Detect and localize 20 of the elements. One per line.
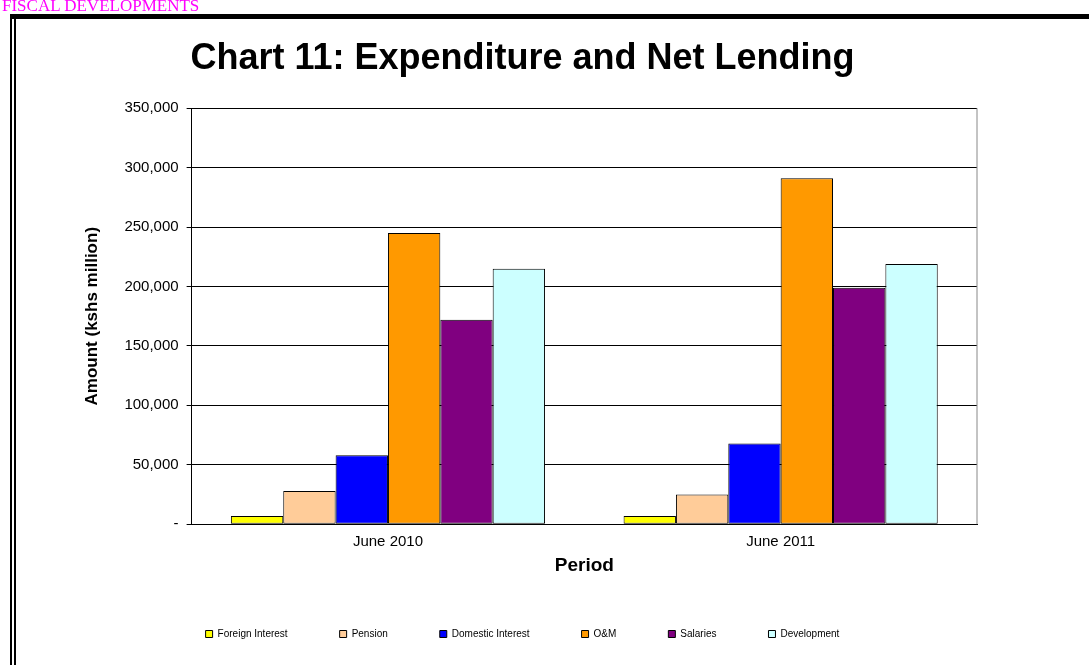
chart-title: Chart 11: Expenditure and Net Lending: [190, 35, 855, 77]
legend-label: Salaries: [680, 627, 717, 639]
y-tick-label: 200,000: [124, 276, 179, 294]
y-tick-label: 150,000: [124, 336, 179, 354]
y-tick-label: 100,000: [124, 395, 179, 413]
legend-label: O&M: [593, 627, 617, 639]
legend-label: Foreign Interest: [217, 627, 288, 639]
y-tick-label: 350,000: [124, 98, 179, 116]
y-tick-label: -: [173, 514, 179, 532]
y-tick-label: 300,000: [124, 157, 179, 175]
y-tick-label: 250,000: [124, 217, 179, 235]
x-tick-label: June 2011: [746, 532, 816, 550]
x-tick-label: June 2010: [352, 532, 423, 550]
text: FISCAL DEVELOPMENTS: [2, 0, 200, 16]
legend-label: Pension: [351, 627, 388, 639]
x-axis-title: Period: [554, 553, 614, 575]
legend-label: Domestic Interest: [451, 627, 530, 639]
legend-label: Development: [780, 627, 840, 639]
y-axis-title: Amount (kshs million): [81, 226, 101, 406]
y-tick-label: 50,000: [132, 454, 179, 472]
